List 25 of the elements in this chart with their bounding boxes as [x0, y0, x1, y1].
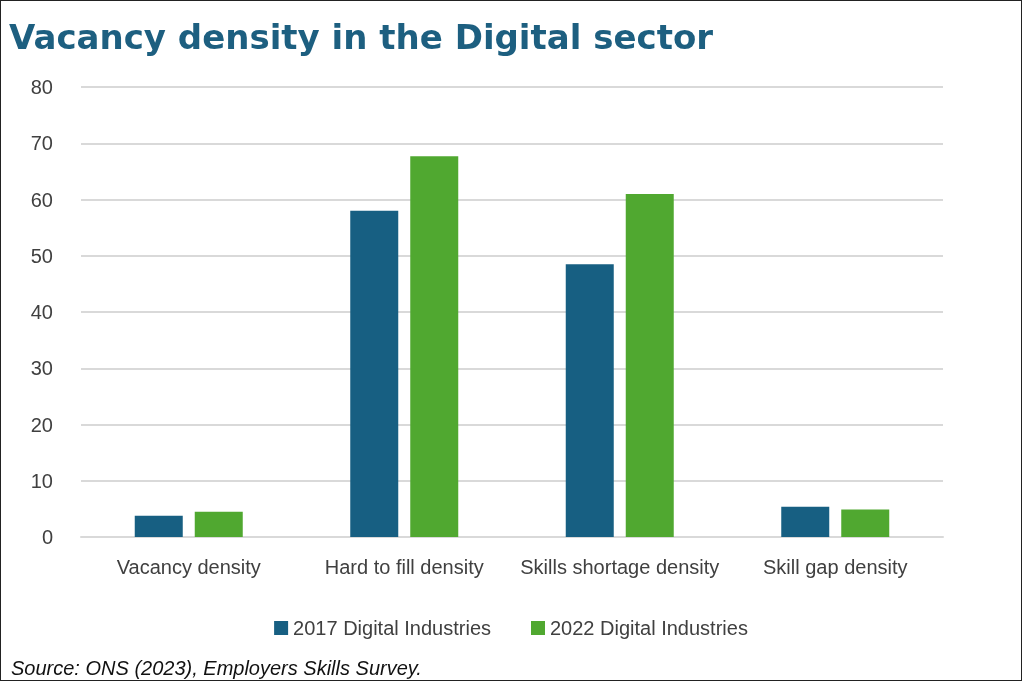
y-tick-label: 0	[41, 526, 53, 548]
x-tick-label: Vacancy density	[116, 556, 261, 578]
y-tick-label: 80	[30, 76, 53, 98]
bar	[781, 506, 830, 537]
legend-label: 2017 Digital Industries	[293, 617, 491, 639]
y-tick-label: 10	[30, 469, 53, 492]
bar	[410, 156, 459, 537]
bar	[841, 509, 890, 537]
chart-title: Vacancy density in the Digital sector	[9, 17, 714, 57]
y-tick-label: 70	[30, 132, 53, 155]
bar	[565, 264, 614, 537]
x-tick-label: Skill gap density	[762, 556, 908, 578]
y-tick-label: 50	[30, 244, 53, 267]
source-note: Source: ONS (2023), Employers Skills Survey.	[11, 657, 422, 680]
legend-label: 2022 Digital Industries	[550, 617, 748, 639]
y-tick-label: 40	[30, 301, 53, 323]
x-tick-label: Skills shortage density	[520, 556, 720, 578]
bar	[134, 515, 183, 537]
bar	[350, 210, 399, 537]
bar	[194, 511, 243, 537]
bar	[625, 193, 674, 537]
x-tick-label: Hard to fill density	[324, 556, 484, 578]
y-tick-label: 60	[30, 188, 53, 211]
y-tick-label: 20	[30, 413, 53, 436]
y-tick-label: 30	[30, 357, 53, 380]
